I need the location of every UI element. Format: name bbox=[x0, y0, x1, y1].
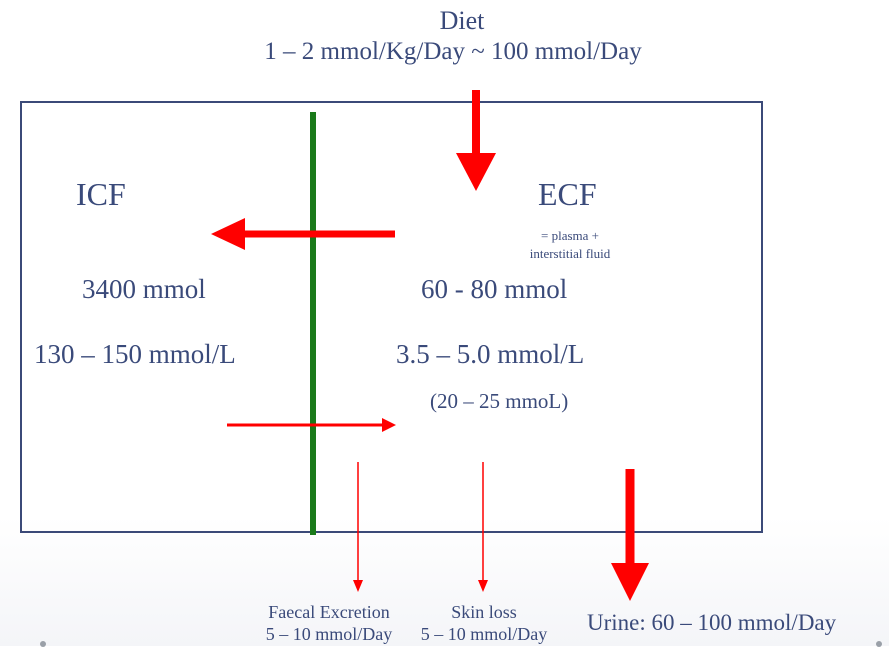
urine-output-arrow bbox=[611, 469, 649, 601]
ecf-parenthetical-amount: (20 – 25 mmoL) bbox=[430, 389, 569, 413]
diet-intake-rate: 1 – 2 mmol/Kg/Day ~ 100 mmol/Day bbox=[264, 38, 642, 65]
body-compartment-box bbox=[20, 101, 763, 533]
ecf-to-icf-arrow bbox=[211, 218, 395, 250]
urine-output-label: Urine: 60 – 100 mmol/Day bbox=[587, 610, 837, 635]
faecal-excretion-title: Faecal Excretion bbox=[268, 602, 390, 622]
skin-loss-label: Skin loss 5 – 10 mmol/Day bbox=[404, 601, 564, 645]
ecf-note-line1: = plasma + bbox=[541, 228, 599, 243]
skin-loss-title: Skin loss bbox=[451, 602, 517, 622]
faecal-excretion-label: Faecal Excretion 5 – 10 mmol/Day bbox=[240, 601, 418, 645]
icf-label: ICF bbox=[76, 176, 126, 212]
icf-concentration: 130 – 150 mmol/L bbox=[34, 339, 236, 369]
skin-loss-rate: 5 – 10 mmol/Day bbox=[420, 624, 548, 644]
ecf-label: ECF bbox=[538, 176, 597, 212]
slide-corner-dot-left bbox=[40, 641, 46, 647]
ecf-total-amount: 60 - 80 mmol bbox=[421, 274, 568, 304]
diet-title: Diet bbox=[439, 6, 485, 35]
diet-intake-arrow bbox=[456, 90, 496, 191]
slide-corner-dot-right bbox=[876, 641, 882, 647]
faecal-excretion-rate: 5 – 10 mmol/Day bbox=[265, 624, 393, 644]
ecf-note-line2: interstitial fluid bbox=[529, 246, 611, 261]
skin-loss-arrow bbox=[478, 462, 488, 592]
ecf-concentration: 3.5 – 5.0 mmol/L bbox=[396, 339, 585, 369]
faecal-excretion-arrow bbox=[353, 462, 363, 592]
icf-to-ecf-arrow bbox=[227, 418, 396, 432]
icf-total-amount: 3400 mmol bbox=[82, 274, 206, 304]
